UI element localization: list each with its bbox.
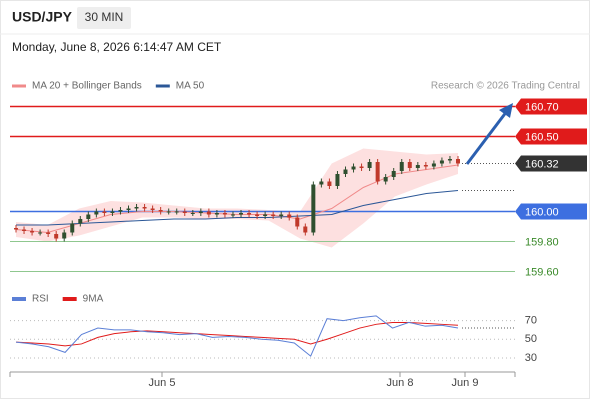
candle-body — [295, 217, 300, 227]
forecast-arrow — [465, 110, 509, 165]
candle-body — [158, 210, 163, 212]
candle-body — [351, 166, 356, 170]
rsi-ma9-line — [15, 321, 459, 347]
candle-body — [166, 211, 171, 213]
candle-body — [230, 214, 235, 216]
rsi-legend-swatch — [12, 297, 26, 301]
candle-body — [78, 219, 83, 224]
candle-body — [134, 207, 139, 209]
level-tag — [515, 98, 587, 115]
symbol: USD/JPY — [12, 9, 73, 25]
x-tick-label: Jun 5 — [149, 377, 176, 389]
candle-body — [447, 159, 452, 161]
candle-body — [118, 210, 123, 212]
level-label: 160.70 — [525, 101, 559, 113]
candle-body — [142, 207, 147, 209]
rsi-tick-label: 70 — [525, 314, 537, 326]
candle-body — [391, 171, 396, 177]
candle-body — [255, 214, 260, 216]
level-tag — [515, 203, 587, 220]
candle-body — [22, 229, 27, 231]
candle-body — [456, 159, 460, 164]
rsi-legend-label: RSI — [32, 294, 49, 305]
candle-body — [287, 214, 292, 218]
candle-body — [174, 211, 179, 213]
level-label: 160.32 — [525, 158, 559, 170]
candle-body — [263, 214, 268, 216]
candle-body — [367, 162, 372, 168]
candle-body — [423, 165, 428, 167]
candle-body — [375, 162, 380, 182]
level-label: 159.60 — [525, 266, 559, 278]
rsi-tick-label: 50 — [525, 333, 537, 345]
candle-body — [222, 213, 227, 215]
level-label: 159.80 — [525, 236, 559, 248]
candle-body — [62, 232, 67, 239]
candle-body — [30, 231, 35, 233]
forecast-arrowhead — [499, 103, 513, 118]
candle-body — [126, 208, 131, 210]
bollinger-band — [16, 148, 458, 248]
x-tick-label: Jun 9 — [452, 377, 479, 389]
candle-body — [239, 213, 244, 215]
level-tag — [515, 128, 587, 145]
datetime: Monday, June 8, 2026 6:14:47 AM CET — [12, 40, 222, 54]
rsi-legend-label: 9MA — [83, 294, 104, 305]
candle-body — [407, 162, 412, 168]
rsi-tick-label: 30 — [525, 352, 537, 364]
legend-label: MA 50 — [176, 81, 205, 92]
candle-body — [102, 211, 107, 213]
candle-body — [182, 211, 187, 213]
candle-body — [110, 211, 115, 213]
level-label: 160.00 — [525, 206, 559, 218]
candle-body — [214, 213, 219, 215]
candle-body — [335, 174, 340, 186]
rsi-legend-swatch — [62, 297, 77, 301]
ma50-line — [16, 190, 459, 226]
candle-body — [198, 211, 203, 213]
x-tick-label: Jun 8 — [387, 377, 414, 389]
candle-body — [86, 214, 91, 219]
candle-body — [38, 232, 43, 234]
candle-body — [383, 177, 388, 182]
candle-body — [311, 184, 316, 233]
candle-body — [303, 226, 308, 233]
candle-body — [94, 211, 99, 215]
candle-body — [46, 232, 51, 234]
candle-body — [190, 213, 195, 214]
interval-box — [77, 7, 131, 29]
candle-body — [439, 160, 444, 164]
candle-body — [206, 211, 211, 215]
candle-body — [14, 228, 18, 230]
candle-body — [343, 169, 348, 174]
credit: Research © 2026 Trading Central — [431, 81, 580, 92]
candle-body — [399, 162, 404, 171]
candle-body — [327, 181, 332, 186]
candle-body — [70, 223, 75, 233]
level-tag — [515, 155, 587, 172]
legend-label: MA 20 + Bollinger Bands — [32, 81, 142, 92]
candle-body — [359, 166, 364, 168]
candle-body — [279, 214, 284, 216]
candle-body — [247, 213, 252, 215]
candle-body — [271, 214, 276, 216]
level-label: 160.50 — [525, 131, 559, 143]
candle-body — [319, 181, 324, 185]
candle-body — [150, 208, 155, 210]
plot: MA 20 + Bollinger Bands MA 50 160.70 160.50… — [9, 81, 587, 389]
candle-body — [431, 163, 436, 167]
interval: 30 MIN — [85, 10, 124, 24]
candle-body — [415, 165, 420, 168]
candle-body — [54, 234, 59, 239]
rsi-line — [15, 315, 459, 357]
